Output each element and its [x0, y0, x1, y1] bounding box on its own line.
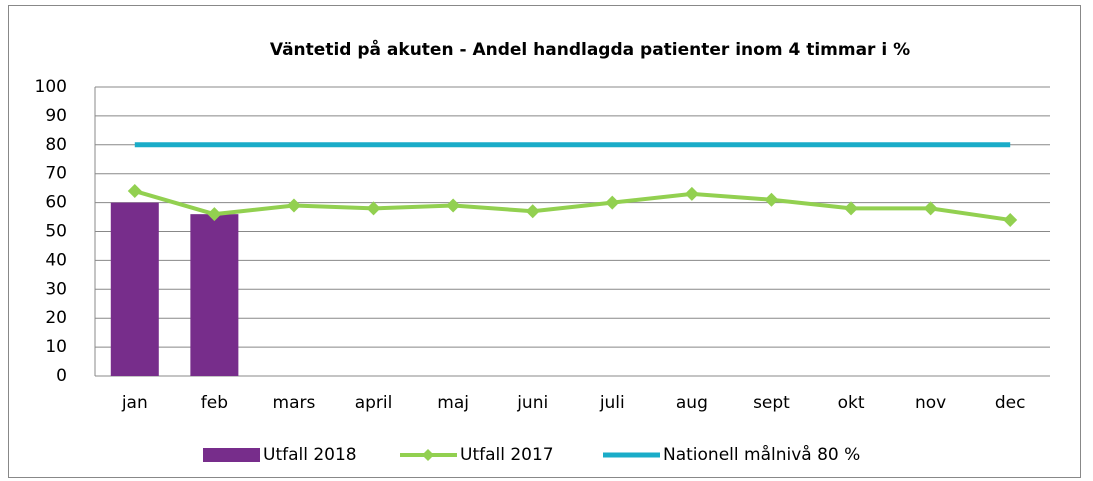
marker	[764, 192, 779, 207]
y-tick-label: 40	[45, 250, 67, 270]
x-tick-label: juli	[599, 393, 625, 413]
bar	[110, 202, 159, 376]
x-tick-label: nov	[915, 393, 946, 413]
marker	[844, 201, 859, 216]
x-tick-label: dec	[995, 393, 1026, 413]
x-tick-label: feb	[201, 393, 228, 413]
y-tick-label: 60	[45, 193, 67, 213]
legend-swatch	[203, 448, 260, 462]
marker	[605, 195, 620, 210]
marker	[1003, 212, 1018, 227]
bar	[190, 214, 239, 376]
y-tick-label: 90	[45, 106, 67, 126]
x-tick-label: maj	[437, 393, 469, 413]
x-tick-label: jan	[121, 393, 148, 413]
x-tick-label: okt	[838, 393, 865, 413]
chart-title: Väntetid på akuten - Andel handlagda pat…	[270, 38, 910, 60]
x-tick-label: april	[355, 393, 393, 413]
legend-label: Utfall 2018	[263, 445, 357, 465]
x-tick-label: sept	[753, 393, 790, 413]
marker	[684, 186, 699, 201]
y-tick-label: 20	[45, 308, 67, 328]
marker	[446, 198, 461, 213]
marker	[207, 207, 222, 222]
marker	[366, 201, 381, 216]
legend-label: Utfall 2017	[460, 445, 554, 465]
y-tick-label: 80	[45, 135, 67, 155]
legend-label: Nationell målnivå 80 %	[663, 444, 860, 465]
y-tick-label: 10	[45, 337, 67, 357]
x-tick-label: mars	[273, 393, 316, 413]
marker	[127, 184, 142, 199]
y-tick-label: 30	[45, 279, 67, 299]
x-tick-label: aug	[676, 393, 708, 413]
x-tick-label: juni	[516, 393, 548, 413]
y-tick-label: 50	[45, 222, 67, 242]
legend-marker	[422, 449, 434, 461]
y-tick-label: 0	[56, 366, 67, 386]
marker	[923, 201, 938, 216]
chart-border	[8, 5, 1081, 478]
y-tick-label: 100	[35, 77, 67, 97]
marker	[525, 204, 540, 219]
marker	[286, 198, 301, 213]
y-tick-label: 70	[45, 164, 67, 184]
line	[134, 189, 1011, 222]
